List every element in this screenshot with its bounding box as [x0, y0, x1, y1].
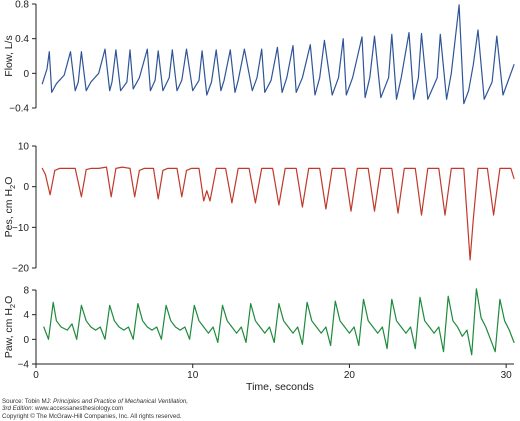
flow-y-tick-label: −0.4 [9, 104, 29, 115]
pes-y-tick-label: −10 [12, 223, 29, 234]
flow-y-label-text: Flow, L/s [3, 35, 15, 76]
paw-y-axis-label: Paw, cm H2O [3, 296, 17, 359]
pes-panel: 10 0 −10 −20 Pes, cm H2O [3, 142, 515, 275]
paw-x-tick-label: 20 [344, 370, 356, 381]
pes-y-tick-label: 10 [18, 142, 30, 153]
pes-y-label-text: Pes, cm H [3, 189, 15, 237]
source-line-1: Source: Tobin MJ: Principles and Practic… [2, 398, 188, 405]
pes-waveform [41, 166, 515, 261]
flow-y-tick-label: 0 [23, 69, 29, 80]
paw-x-tick-label: 0 [33, 370, 39, 381]
pes-y-tick-label: −20 [12, 264, 29, 275]
paw-y-tick-label: −4 [18, 360, 30, 371]
paw-y-tick-label: 4 [23, 310, 29, 321]
pes-y-tick-label: 0 [23, 182, 29, 193]
pes-y-label-end: O [3, 177, 15, 185]
source-url: : www.accessanesthesiology.com [31, 405, 124, 413]
source-copyright: Copyright © The McGraw-Hill Companies, I… [2, 412, 182, 420]
source-prefix: Source: Tobin MJ: [2, 398, 54, 405]
paw-x-tick-label: 30 [501, 370, 513, 381]
pes-y-label-subscript: 2 [8, 185, 17, 189]
flow-y-axis-label: Flow, L/s [3, 35, 15, 76]
pes-y-axis-label: Pes, cm H2O [3, 177, 17, 238]
flow-waveform [41, 4, 515, 105]
paw-waveform [43, 288, 515, 356]
source-credit: Source: Tobin MJ: Principles and Practic… [2, 398, 188, 420]
flow-panel: 0.8 0.4 0 −0.4 Flow, L/s [3, 0, 515, 115]
paw-x-tick-label: 10 [187, 370, 199, 381]
source-line-2: 3rd Edition: www.accessanesthesiology.co… [2, 405, 188, 412]
source-book-title: Principles and Practice of Mechanical Ve… [53, 398, 189, 405]
x-axis-label: Time, seconds [246, 381, 314, 393]
flow-y-tick-label: 0.4 [15, 34, 29, 45]
paw-y-tick-label: 8 [23, 286, 29, 297]
flow-y-tick-label: 0.8 [15, 0, 29, 11]
source-edition: 3rd Edition [2, 405, 32, 413]
paw-y-tick-label: 0 [23, 335, 29, 346]
paw-y-label-text: Paw, cm H [3, 308, 15, 358]
paw-y-label-subscript: 2 [8, 304, 17, 308]
paw-y-label-end: O [3, 296, 15, 304]
